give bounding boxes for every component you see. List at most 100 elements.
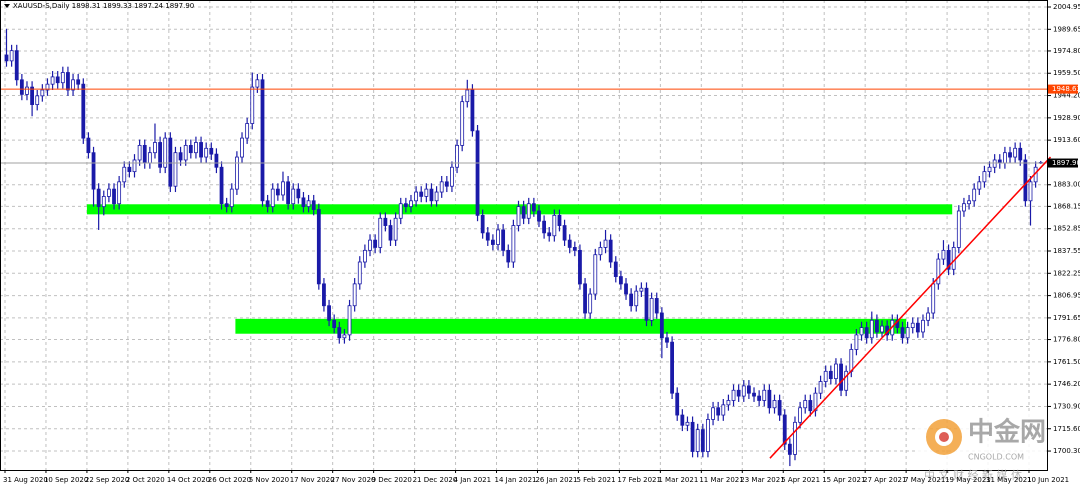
candle-body bbox=[414, 191, 419, 202]
candle-body bbox=[362, 249, 367, 263]
candle-body bbox=[639, 287, 644, 292]
candle-body bbox=[316, 209, 321, 285]
candle-body bbox=[915, 322, 920, 333]
candle-body bbox=[444, 181, 449, 187]
x-tick-label: 14 Jan 2021 bbox=[495, 476, 537, 484]
candle-body bbox=[209, 147, 214, 155]
x-tick-label: 27 Nov 2020 bbox=[331, 476, 376, 484]
candle-body bbox=[813, 392, 818, 412]
candle-body bbox=[450, 166, 454, 187]
candle-body bbox=[951, 247, 956, 270]
candle-body bbox=[670, 341, 674, 394]
candle-body bbox=[470, 89, 475, 132]
grid-layer bbox=[0, 0, 1048, 470]
candle-body bbox=[76, 79, 81, 85]
candle-body bbox=[700, 429, 705, 452]
candle-body bbox=[45, 83, 50, 91]
candle-body bbox=[1023, 159, 1028, 202]
candle-body bbox=[337, 327, 342, 339]
candle-body bbox=[987, 166, 992, 173]
candle-body bbox=[839, 363, 843, 391]
candle-body bbox=[747, 385, 751, 394]
candle-body bbox=[834, 363, 838, 380]
watermark-brand: 中金网 bbox=[968, 417, 1046, 448]
candle-body bbox=[291, 188, 296, 205]
candle-body bbox=[214, 153, 219, 168]
candle-body bbox=[562, 225, 567, 241]
candle-body bbox=[1013, 147, 1018, 158]
x-tick-label: 4 Jan 2021 bbox=[454, 476, 492, 484]
x-tick-label: 2 Oct 2020 bbox=[126, 476, 165, 484]
x-tick-label: 10 Sep 2020 bbox=[44, 476, 88, 484]
candle-body bbox=[921, 319, 925, 333]
candle-body bbox=[194, 142, 198, 154]
candle-body bbox=[455, 144, 459, 168]
candle-body bbox=[828, 370, 833, 380]
x-tick-label: 5 Feb 2021 bbox=[576, 476, 615, 484]
logo-dot bbox=[939, 432, 949, 442]
candle-body bbox=[30, 86, 35, 105]
candle-body bbox=[762, 389, 767, 401]
candle-body bbox=[782, 414, 787, 445]
candle-body bbox=[869, 319, 874, 339]
candle-body bbox=[19, 79, 24, 95]
candle-body bbox=[818, 381, 823, 394]
candle-body bbox=[311, 200, 316, 210]
x-tick-label: 5 Nov 2020 bbox=[249, 476, 289, 484]
watermark: 中金网 CNGOLD.COM 中 文 财 经 新 媒 体 bbox=[918, 414, 1046, 482]
candle-body bbox=[240, 137, 244, 158]
candle-body bbox=[501, 229, 506, 251]
candle-body bbox=[588, 293, 593, 314]
candle-body bbox=[96, 188, 101, 208]
price-level-box bbox=[1048, 158, 1078, 168]
candle-body bbox=[1028, 181, 1033, 202]
price-level-box bbox=[1048, 84, 1078, 94]
candle-body bbox=[511, 225, 516, 263]
candle-body bbox=[439, 181, 444, 193]
candle-body bbox=[352, 283, 357, 307]
candle-body bbox=[793, 421, 797, 455]
candle-body bbox=[992, 159, 997, 168]
candle-body bbox=[168, 137, 173, 187]
candle-body bbox=[91, 152, 96, 190]
candle-body bbox=[255, 79, 260, 88]
candle-body bbox=[229, 188, 234, 208]
candle-body bbox=[398, 203, 403, 219]
candle-body bbox=[137, 144, 142, 161]
y-tick-label: 1806.95 bbox=[1053, 292, 1080, 300]
candle-body bbox=[424, 188, 429, 197]
candle-body bbox=[40, 89, 45, 97]
candle-body bbox=[142, 144, 147, 164]
overlay-layer bbox=[0, 88, 1052, 459]
candle-body bbox=[711, 407, 715, 420]
y-tick-label: 1776.80 bbox=[1053, 336, 1080, 344]
candle-body bbox=[301, 197, 306, 208]
candle-body bbox=[531, 203, 536, 212]
y-tick-label: 1837.55 bbox=[1053, 247, 1080, 255]
candle-body bbox=[429, 188, 434, 202]
x-tick-label: 19 May 2021 bbox=[945, 476, 991, 484]
watermark-slogan: 中 文 财 经 新 媒 体 bbox=[924, 468, 1022, 482]
x-tick-label: 21 Dec 2020 bbox=[413, 476, 458, 484]
candle-body bbox=[537, 210, 541, 222]
candle-body bbox=[101, 196, 106, 208]
candle-body bbox=[849, 349, 854, 372]
candle-body bbox=[224, 203, 229, 208]
candle-body bbox=[578, 249, 582, 285]
y-tick-label: 1746.20 bbox=[1053, 380, 1080, 388]
candle-body bbox=[496, 229, 500, 245]
x-tick-label: 23 Mar 2021 bbox=[740, 476, 784, 484]
candle-body bbox=[695, 429, 700, 452]
candle-body bbox=[204, 147, 209, 158]
candle-body bbox=[275, 188, 280, 196]
candle-body bbox=[603, 239, 608, 248]
x-tick-label: 5 Apr 2021 bbox=[781, 476, 820, 484]
candle-body bbox=[552, 214, 557, 237]
candle-body bbox=[281, 181, 285, 196]
x-tick-label: 31 May 2021 bbox=[986, 476, 1032, 484]
y-tick-label: 1959.50 bbox=[1053, 69, 1080, 77]
candle-body bbox=[931, 283, 936, 314]
candle-body bbox=[245, 123, 250, 139]
candle-body bbox=[234, 156, 239, 190]
candle-body bbox=[526, 203, 531, 219]
